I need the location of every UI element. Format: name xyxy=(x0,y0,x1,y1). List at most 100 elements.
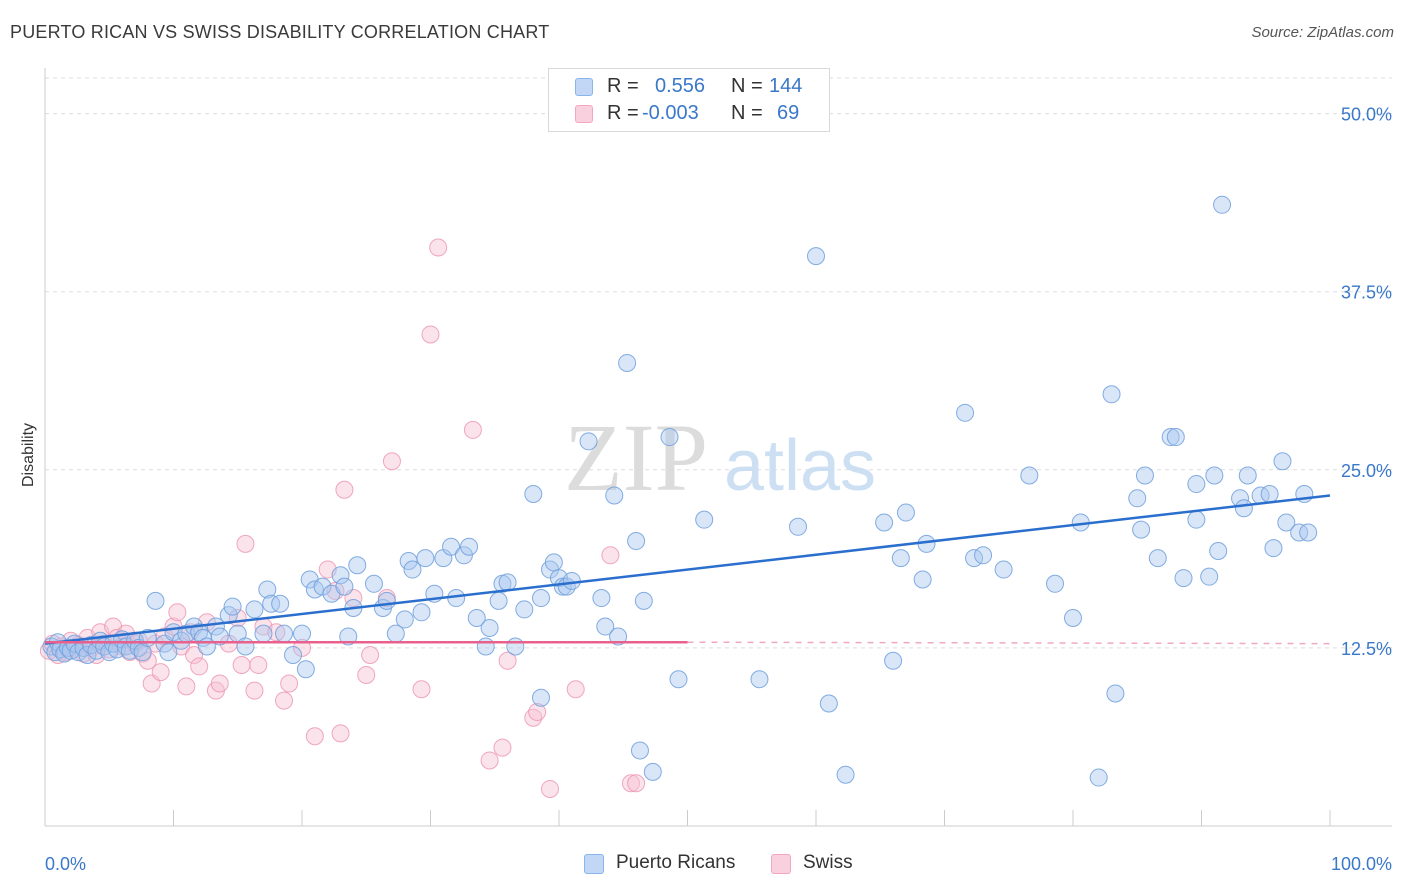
swiss-point xyxy=(627,774,646,793)
legend-swatch-blue xyxy=(575,78,593,96)
series-legend-swatch-pink xyxy=(771,854,791,874)
puerto-rican-point xyxy=(467,608,486,627)
puerto-rican-point xyxy=(1187,510,1206,529)
watermark-zip: ZIP xyxy=(564,404,708,511)
puerto-rican-point xyxy=(913,570,932,589)
swiss-point xyxy=(421,325,440,344)
legend-n-value: 69 xyxy=(777,102,800,124)
watermark: ZIP atlas xyxy=(564,404,876,511)
puerto-rican-point xyxy=(254,624,273,643)
puerto-rican-point xyxy=(335,577,354,596)
puerto-rican-point xyxy=(896,503,915,522)
puerto-rican-point xyxy=(296,660,315,679)
puerto-rican-point xyxy=(146,591,165,610)
legend-n-value: 144 xyxy=(769,75,803,97)
trend-lines xyxy=(44,494,1331,645)
swiss-point xyxy=(480,751,499,770)
puerto-rican-point xyxy=(695,510,714,529)
series-puerto-ricans-points xyxy=(42,195,1318,787)
puerto-rican-point xyxy=(1135,466,1154,485)
legend-r-value: -0.003 xyxy=(642,102,699,124)
swiss-point xyxy=(275,691,294,710)
swiss-point xyxy=(357,665,376,684)
puerto-rican-point xyxy=(506,637,525,656)
swiss-point xyxy=(528,703,547,722)
puerto-ricans-trend-line xyxy=(44,494,1331,645)
puerto-rican-point xyxy=(1046,574,1065,593)
swiss-point xyxy=(412,680,431,699)
puerto-rican-point xyxy=(377,591,396,610)
series-swiss-points xyxy=(39,238,646,798)
puerto-rican-point xyxy=(412,603,431,622)
puerto-rican-point xyxy=(133,643,152,662)
swiss-point xyxy=(382,452,401,471)
swiss-point xyxy=(566,680,585,699)
puerto-rican-point xyxy=(532,688,551,707)
puerto-rican-point xyxy=(1128,489,1147,508)
puerto-rican-point xyxy=(592,589,611,608)
puerto-rican-point xyxy=(313,577,332,596)
puerto-rican-point xyxy=(1166,428,1185,447)
swiss-trend-line-extension xyxy=(687,641,1331,645)
swiss-point xyxy=(280,674,299,693)
puerto-rican-point xyxy=(524,485,543,504)
puerto-rican-point xyxy=(1174,569,1193,588)
puerto-rican-point xyxy=(669,670,688,689)
swiss-point xyxy=(429,238,448,257)
y-tick-label: 50.0% xyxy=(1341,105,1392,125)
puerto-rican-point xyxy=(159,643,178,662)
puerto-rican-point xyxy=(1299,523,1318,542)
puerto-rican-point xyxy=(82,636,101,655)
watermark-atlas: atlas xyxy=(724,426,876,506)
puerto-rican-point xyxy=(974,546,993,565)
legend-n-label: N = xyxy=(731,102,763,124)
swiss-point xyxy=(168,603,187,622)
puerto-rican-point xyxy=(1102,385,1121,404)
puerto-rican-point xyxy=(498,573,517,592)
swiss-point xyxy=(331,724,350,743)
y-tick-label: 25.0% xyxy=(1341,461,1392,481)
puerto-rican-point xyxy=(956,403,975,422)
puerto-rican-point xyxy=(579,432,598,451)
series-legend-label: Puerto Ricans xyxy=(616,852,736,873)
puerto-rican-point xyxy=(223,597,242,616)
puerto-rican-point xyxy=(364,574,383,593)
puerto-rican-point xyxy=(1264,539,1283,558)
puerto-rican-point xyxy=(634,591,653,610)
swiss-point xyxy=(138,651,157,670)
series-legend-swatch-blue xyxy=(584,854,604,874)
puerto-rican-point xyxy=(271,594,290,613)
puerto-rican-point xyxy=(236,637,255,656)
puerto-rican-point xyxy=(618,353,637,372)
puerto-rican-point xyxy=(875,513,894,532)
puerto-rican-point xyxy=(339,627,358,646)
swiss-point xyxy=(185,646,204,665)
legend-n-label: N = xyxy=(731,75,763,97)
swiss-point xyxy=(293,638,311,657)
puerto-rican-point xyxy=(275,624,294,643)
swiss-point xyxy=(335,480,354,499)
puerto-rican-point xyxy=(476,637,495,656)
puerto-rican-point xyxy=(1200,567,1219,586)
puerto-rican-point xyxy=(442,537,461,556)
puerto-rican-point xyxy=(884,651,903,670)
puerto-rican-point xyxy=(630,741,649,760)
x-tick-label-min: 0.0% xyxy=(45,854,86,874)
puerto-rican-point xyxy=(532,589,551,608)
y-tick-label: 12.5% xyxy=(1341,639,1392,659)
puerto-rican-point xyxy=(1209,542,1228,561)
legend-r-value: 0.556 xyxy=(655,75,706,97)
y-tick-label: 37.5% xyxy=(1341,283,1392,303)
puerto-rican-point xyxy=(750,670,769,689)
puerto-rican-point xyxy=(1148,549,1167,568)
puerto-rican-point xyxy=(403,560,422,579)
legend-r-label: R = xyxy=(607,102,639,124)
puerto-rican-point xyxy=(1273,452,1292,471)
puerto-rican-point xyxy=(1238,466,1257,485)
puerto-rican-point xyxy=(789,517,808,536)
puerto-rican-point xyxy=(78,646,97,665)
puerto-rican-point xyxy=(1205,466,1224,485)
swiss-point xyxy=(236,534,255,553)
puerto-rican-point xyxy=(1106,684,1125,703)
